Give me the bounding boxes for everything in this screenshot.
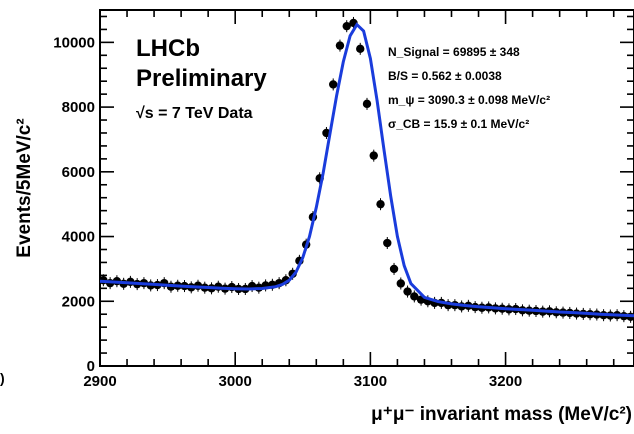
status-label: Preliminary (136, 65, 267, 92)
fit-curve (99, 22, 634, 318)
fit-result-nsignal: N_Signal = 69895 ± 348 (388, 45, 520, 59)
x-tick-label: 3000 (219, 373, 252, 390)
y-tick-label: 4000 (62, 229, 95, 246)
clipped-edge-glyph: ) (0, 370, 5, 386)
x-axis-label: μ⁺μ⁻ invariant mass (MeV/c²) (371, 404, 632, 425)
fit-result-mass: m_ψ = 3090.3 ± 0.098 MeV/c² (388, 93, 550, 107)
y-axis-label: Events/5MeV/c² (14, 118, 35, 257)
y-tick-label: 0 (87, 358, 95, 375)
fit-result-sigma: σ_CB = 15.9 ± 0.1 MeV/c² (388, 117, 529, 131)
x-tick-label: 3100 (354, 373, 387, 390)
y-tick-label: 10000 (53, 34, 95, 51)
axis-ticks (99, 10, 634, 367)
experiment-label: LHCb (136, 35, 200, 62)
x-tick-label: 3200 (489, 373, 522, 390)
y-tick-label: 8000 (62, 99, 95, 116)
y-tick-label: 2000 (62, 293, 95, 310)
x-tick-label: 2900 (83, 373, 116, 390)
fit-result-bs: B/S = 0.562 ± 0.0038 (388, 69, 502, 83)
plot-frame (99, 9, 634, 367)
tick-labels: 2900 3000 3100 3200 0 2000 4000 6000 8000 10000 (53, 34, 522, 390)
y-tick-label: 6000 (62, 164, 95, 181)
dataset-label: √s = 7 TeV Data (136, 105, 253, 122)
